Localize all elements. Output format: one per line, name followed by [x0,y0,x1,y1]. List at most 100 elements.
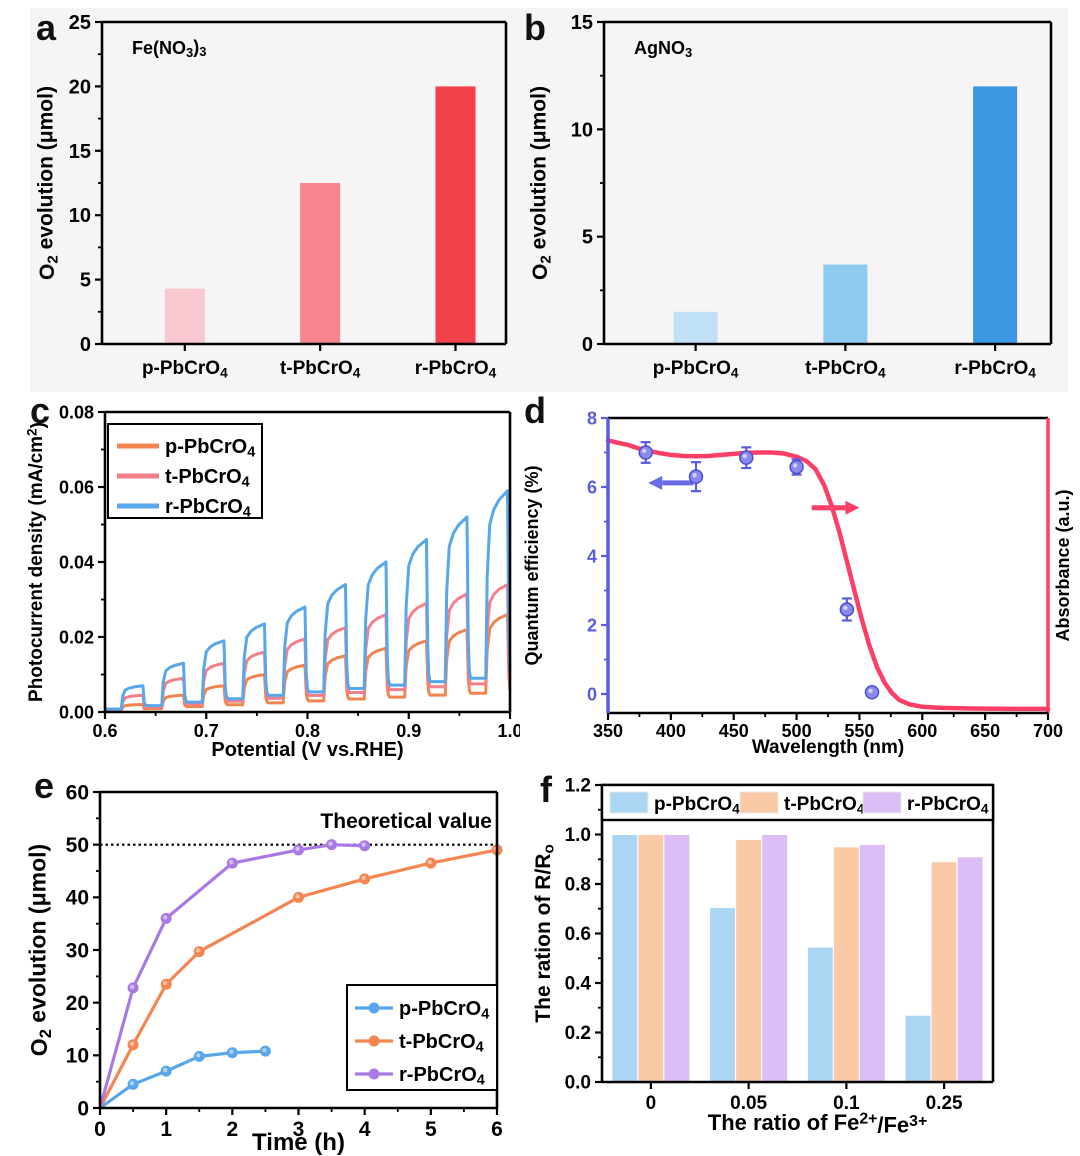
x-axis-label: Time (h) [252,1129,345,1156]
bar-2 [973,86,1018,345]
x-tick-label: 3 [293,1118,305,1141]
shape: 40 [66,887,89,910]
shape: 0 [77,1097,89,1120]
arrow-head [845,500,860,515]
shape: O [529,264,552,280]
qe-point-highlight [792,463,798,468]
bar-t-PbCrO_{4}-3 [930,861,958,1083]
qe-point-highlight [742,453,747,459]
bar-p-PbCrO_{4}-0 [611,834,639,1083]
shape: 3+ [909,1113,927,1130]
marker-highlight [129,1081,135,1086]
bar-chart-fe-no3: p-PbCrO4 t-PbCrO4 r-PbCrO40510152025Fe(NO3… [35,12,508,380]
shape: 0.06 [59,477,94,497]
shape: r-PbCrO [165,496,243,518]
shape: t-PbCrO [280,358,353,379]
marker-highlight [328,841,333,846]
legend-label: r-PbCrO4 [399,1064,485,1088]
shape: 2 [226,1118,238,1141]
shape: 15 [571,12,593,34]
x-axis-label: Wavelength (nm) [752,737,904,758]
shape: 4 [1028,365,1036,380]
shape: 4 [857,801,865,816]
shape: Wavelength (nm) [752,737,904,758]
shape: Time (h) [252,1129,345,1156]
panel-annotation: AgNO3 [634,38,692,60]
shape: p-PbCrO [654,794,732,815]
series-line-1 [98,848,499,1110]
shape: 550 [844,721,874,741]
x-tick-label: 6 [491,1118,503,1141]
shape: 3 [186,45,193,60]
y-tick-label: 0.00 [59,702,94,722]
y-tick-label: 0.08 [59,402,94,422]
legend-swatch [609,791,649,814]
shape: 2 [36,1029,55,1038]
bar-1 [823,264,868,344]
panel-d: d 0 2 4 6 8 350 400 450 500 550 600 650 700 Wavelengt… [520,393,1080,766]
x-tick-label: 600 [907,721,937,741]
shape: 5 [582,227,593,249]
panel-letter-a: a [36,7,57,48]
bar-2 [435,86,476,345]
shape: 0.04 [59,552,94,572]
shape: 5 [80,270,91,292]
y-tick-label: 5 [582,227,593,249]
panel-letter-c: c [30,390,51,431]
marker-highlight [162,915,168,920]
shape: r-PbCrO [415,358,489,379]
y-tick-label: 2 [587,615,597,635]
y-axis-label: The ration of R/Ro [532,844,558,1022]
x-tick-label: 550 [844,721,874,741]
marker-highlight [361,842,366,847]
legend-box [107,423,263,519]
shape: 700 [1033,721,1063,741]
qe-point-highlight [692,472,697,478]
x-tick-label: 2 [226,1118,238,1141]
y-tick-label: 15 [571,12,593,34]
shape: 4 [878,365,886,380]
marker-highlight [229,1049,234,1054]
y-axis-label: Photocurrent density (mA/cm2) [25,422,49,702]
bar-t-PbCrO_{4}-1 [735,838,763,1083]
shape: 350 [593,721,623,741]
y-tick-label: 60 [66,781,89,804]
marker-highlight [427,859,433,865]
shape: 0 [646,1093,657,1114]
x-tick-label: 0.9 [396,721,421,741]
legend-marker [368,1068,380,1080]
y-tick-label: 0.4 [565,974,592,995]
resistance-ratio-chart: 0 0.05 0.1 0.25 0.0 0.2 0.4 0.6 0.8 1.0 1.2 The rat… [532,776,995,1138]
y-tick-label: 1.2 [565,776,591,797]
legend-label: r-PbCrO4 [907,794,989,816]
legend-marker [368,1035,380,1047]
shape: 4 [477,1072,485,1088]
marker-highlight [129,984,135,990]
y-tick-label: 30 [66,939,89,962]
panel-letter-e: e [34,765,55,806]
bar-p-PbCrO_{4}-1 [709,907,737,1083]
shape: 4 [587,546,597,566]
shape: 400 [656,721,686,741]
bar-t-PbCrO_{4}-0 [637,834,665,1083]
shape: 15 [69,141,91,163]
shape: 0.05 [730,1093,767,1114]
shape: 2 [538,255,555,263]
bar-0 [164,288,205,344]
shape: AgNO [634,38,685,58]
shape: 0.25 [926,1093,963,1114]
shape: 0.08 [59,402,94,422]
shape: 60 [66,781,89,804]
qe-point-highlight [843,605,848,611]
shape: 3 [199,44,206,59]
shape: ) [193,37,199,57]
shape: 5 [425,1118,437,1141]
shape: Fe(NO [132,38,186,58]
shape: 650 [970,721,1000,741]
shape: Quantum efficiency (%) [522,465,542,665]
bar-t-PbCrO_{4}-2 [832,846,860,1083]
legend-label: t-PbCrO4 [784,794,865,816]
shape: 4 [243,504,251,520]
